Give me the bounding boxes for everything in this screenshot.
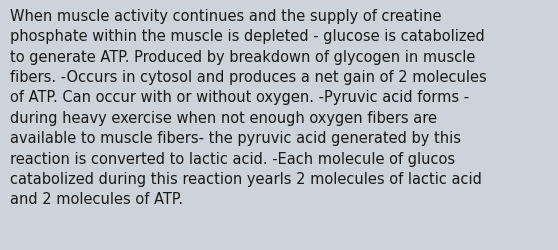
Text: When muscle activity continues and the supply of creatine
phosphate within the m: When muscle activity continues and the s… <box>10 9 487 206</box>
